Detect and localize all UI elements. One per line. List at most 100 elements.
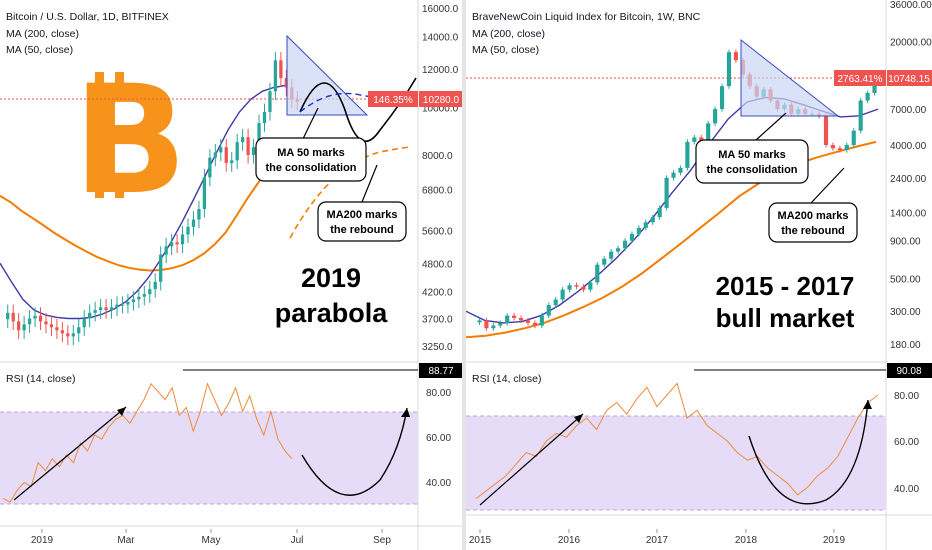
price-tick-label: 300.00	[890, 307, 921, 318]
candle-body	[650, 217, 655, 223]
candle-body	[230, 160, 234, 164]
candle-body	[6, 312, 10, 320]
price-tick-label: 500.00	[890, 274, 921, 285]
candle-body	[532, 322, 537, 326]
price-tick-label: 14000.0	[422, 32, 459, 43]
candle-body	[719, 86, 725, 110]
candle-body	[66, 333, 70, 337]
right-chart-panel: BraveNewCoin Liquid Index for Bitcoin, 1…	[466, 0, 932, 550]
candle-body	[713, 109, 718, 124]
value-badge: 10748.15	[888, 74, 930, 85]
candle-body	[602, 258, 607, 265]
ma50-path	[0, 84, 286, 320]
candle-body	[159, 254, 163, 282]
price-tick-label: 10000.0	[422, 104, 459, 115]
candle-body	[484, 320, 489, 329]
candle-body	[553, 299, 558, 306]
candle-body	[11, 312, 15, 322]
candle-body	[137, 296, 141, 300]
value-badge-bg	[887, 70, 932, 86]
price-tick-label: 6800.0	[422, 185, 453, 196]
candle-body	[872, 81, 877, 93]
candle-body	[636, 227, 641, 234]
candle-body	[657, 207, 662, 218]
candle-body	[251, 147, 256, 155]
candle-body	[726, 52, 732, 87]
bitcoin-logo-stem-bottom	[95, 180, 104, 198]
candle-body	[858, 100, 863, 131]
time-tick-label: 2015	[469, 535, 492, 546]
candle-body	[671, 172, 676, 178]
candle-body	[851, 130, 856, 145]
candle-body	[692, 137, 697, 142]
candle-body	[235, 142, 239, 161]
candle-body	[581, 286, 586, 290]
candle-body	[213, 152, 217, 158]
ma50-legend: MA (50, close)	[472, 44, 539, 56]
candle-body	[588, 282, 593, 290]
time-tick-label: 2018	[735, 535, 758, 546]
rsi-tick-label: 80.00	[894, 391, 919, 402]
candle-body	[55, 327, 59, 331]
pct-badge-bg	[834, 70, 886, 86]
triangle-pattern	[740, 38, 840, 117]
price-badge: 146.35% 10280.0	[368, 91, 464, 107]
right-chart: BraveNewCoin Liquid Index for Bitcoin, 1…	[466, 0, 932, 550]
callout-ma50: MA 50 marks the consolidation	[255, 107, 367, 182]
chart-title: BraveNewCoin Liquid Index for Bitcoin, 1…	[472, 11, 701, 23]
candle-body	[49, 324, 54, 328]
rsi-badge: 88.77	[419, 363, 464, 378]
rsi-badge-value: 90.08	[896, 366, 921, 377]
price-tick-label: 4800.0	[422, 259, 453, 270]
price-tick-label: 7000.00	[890, 105, 927, 116]
rsi-axis: 80.00 60.00 40.00	[426, 388, 451, 489]
price-axis: 36000.0020000.0012000.007000.004000.0024…	[890, 0, 932, 351]
rsi-tick-label: 60.00	[426, 433, 451, 444]
candle-body	[17, 321, 21, 331]
candle-body	[560, 289, 565, 300]
rsi-tick-label: 80.00	[426, 388, 451, 399]
candle-body	[115, 304, 119, 308]
candle-body	[104, 307, 108, 311]
candle-body	[191, 219, 196, 227]
candle-body	[44, 321, 48, 325]
rsi-badge-bg	[419, 363, 464, 378]
panel-divider	[462, 0, 466, 550]
candle-body	[109, 307, 114, 311]
bitcoin-logo-stem-top	[95, 72, 104, 92]
candle-body	[257, 123, 261, 148]
candle-body	[525, 320, 531, 323]
candle-body	[98, 307, 103, 311]
candle-body	[643, 222, 648, 228]
candle-body	[629, 233, 635, 241]
price-tick-label: 900.00	[890, 237, 921, 248]
pct-badge: 146.35%	[373, 95, 413, 106]
candle-body	[27, 318, 32, 325]
candle-body	[539, 315, 544, 326]
candle-body	[505, 315, 510, 323]
pct-badge-bg	[368, 91, 418, 107]
candle-body	[685, 141, 690, 168]
rsi-cup-arrow	[748, 399, 872, 505]
callout-ma200-line1: MA200 marks	[327, 209, 398, 221]
ma200-line	[0, 151, 291, 272]
rsi-badge: 90.08	[887, 363, 932, 378]
candle-body	[498, 322, 503, 326]
candle-body	[512, 315, 517, 318]
price-tick-label: 4200.0	[422, 288, 453, 299]
candle-body	[186, 226, 190, 235]
big-label-line2: parabola	[275, 298, 389, 328]
big-label-line1: 2015 - 2017	[716, 271, 855, 301]
candle-body	[609, 251, 614, 259]
price-tick-label: 5600.0	[422, 227, 453, 238]
candle-body	[268, 91, 272, 112]
candle-body	[82, 318, 86, 328]
rsi-band	[0, 412, 418, 504]
candle-body	[131, 299, 136, 302]
rsi-path	[475, 382, 879, 499]
candle-body	[830, 144, 836, 149]
candle-body	[844, 144, 849, 151]
rsi-line	[2, 382, 293, 503]
time-tick-label: 2019	[31, 535, 54, 546]
